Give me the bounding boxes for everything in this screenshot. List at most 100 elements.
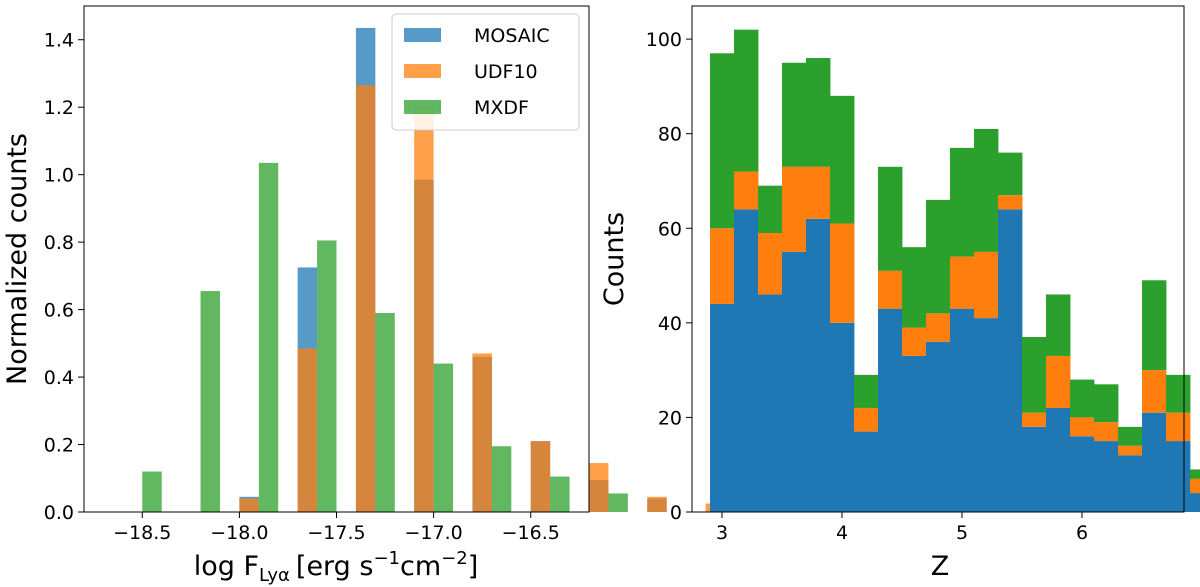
stack-mosaic-17 (1118, 455, 1143, 512)
stack-udf10-18 (1142, 370, 1167, 413)
bar-mxdf-2 (258, 162, 279, 513)
stack-udf10-6 (854, 407, 879, 432)
stack-mxdf-11 (974, 128, 999, 252)
stack-mxdf-10 (950, 147, 975, 257)
y-tick-label: 1.2 (44, 97, 74, 119)
y-tick-label: 0.6 (44, 300, 74, 322)
stack-mosaic-9 (926, 341, 951, 512)
stack-mosaic-8 (902, 355, 927, 512)
bar-udf10-2 (297, 348, 318, 512)
bar-udf10-8 (647, 496, 667, 512)
stack-mxdf-7 (878, 166, 903, 271)
x-tick-label: −18.5 (113, 522, 171, 544)
x-tick-label: −16.5 (502, 522, 560, 544)
stack-mosaic-3 (782, 251, 807, 512)
bar-udf10-3 (355, 85, 376, 513)
stack-udf10-20 (1190, 478, 1200, 494)
stack-udf10-3 (782, 166, 807, 252)
y-tick-label: 40 (658, 313, 682, 335)
right-y-ticks: 0 20 40 60 80 100 (646, 29, 692, 524)
right-stacked-histogram-panel: 3 4 5 6 0 20 40 60 80 100 Counts Z (599, 5, 1200, 582)
stack-mxdf-8 (902, 247, 927, 328)
bar-udf10-7 (589, 463, 609, 512)
legend: MOSAIC UDF10 MXDF (391, 13, 580, 131)
stack-mxdf-20 (1190, 469, 1200, 479)
stack-mxdf-14 (1046, 294, 1071, 356)
y-tick-label: 1.0 (44, 165, 74, 187)
bar-mxdf-1 (200, 291, 220, 512)
stack-mxdf-3 (782, 62, 807, 167)
right-y-axis-label: Counts (599, 212, 630, 306)
stack-mosaic-14 (1046, 407, 1071, 512)
stack-udf10-10 (950, 256, 975, 309)
bar-mxdf-5 (433, 363, 454, 512)
stack-mxdf-9 (926, 199, 951, 314)
stack-udf10-17 (1118, 445, 1143, 456)
x-tick-label: −17.5 (307, 522, 365, 544)
y-tick-label: 20 (658, 407, 682, 429)
stack-udf10-9 (926, 313, 951, 342)
stack-udf10-16 (1094, 422, 1119, 442)
right-axes-frame (691, 5, 1185, 513)
legend-label-mxdf: MXDF (474, 97, 529, 119)
stack-mosaic-1 (734, 209, 759, 512)
stack-mxdf-4 (806, 58, 831, 167)
y-tick-label: 80 (658, 124, 682, 146)
bar-udf10-4 (414, 105, 434, 512)
y-tick-label: 100 (646, 29, 682, 51)
x-tick-label: 6 (1076, 522, 1088, 544)
stack-mxdf-6 (854, 374, 879, 408)
bar-udf10-6 (530, 441, 551, 512)
y-tick-label: 0.0 (44, 502, 74, 524)
stack-udf10-4 (806, 166, 831, 219)
right-x-ticks: 3 4 5 6 (716, 512, 1088, 544)
bar-udf10-1 (239, 498, 259, 512)
bar-mxdf-7 (550, 476, 570, 512)
stack-udf10-12 (998, 195, 1023, 210)
legend-swatch-mxdf (404, 100, 441, 114)
stack-udf10-19 (1166, 412, 1191, 442)
stack-mxdf-0 (710, 53, 735, 229)
y-tick-label: 0.4 (44, 367, 74, 389)
stack-udf10-0 (710, 228, 735, 304)
stack-mosaic-18 (1142, 412, 1167, 512)
left-histogram-panel: −18.5 −18.0 −17.5 −17.0 −16.5 0.00.20.40.60.… (2, 5, 725, 586)
stack-mosaic-7 (878, 308, 903, 512)
stack-udf10-13 (1022, 412, 1047, 427)
stack-mxdf-13 (1022, 337, 1047, 413)
x-tick-label: 3 (716, 522, 728, 544)
legend-label-udf10: UDF10 (474, 61, 538, 83)
stack-mosaic-16 (1094, 441, 1119, 512)
stack-udf10-11 (974, 251, 999, 319)
y-tick-label: 1.4 (44, 30, 74, 52)
stack-mxdf-1 (734, 29, 759, 172)
stack-mosaic-10 (950, 308, 975, 512)
stack-mosaic-11 (974, 318, 999, 512)
stack-udf10-2 (758, 232, 783, 295)
left-x-ticks: −18.5 −18.0 −17.5 −17.0 −16.5 (113, 512, 560, 544)
x-tick-label: −17.0 (404, 522, 462, 544)
stack-mxdf-15 (1070, 379, 1095, 418)
stack-mosaic-13 (1022, 426, 1047, 512)
x-tick-label: 4 (836, 522, 848, 544)
left-y-axis-label: Normalized counts (2, 133, 33, 385)
left-y-ticks: 0.0 0.2 0.4 0.6 0.8 1.0 1.2 1.4 (44, 30, 84, 524)
stack-udf10-7 (878, 270, 903, 309)
stack-udf10-14 (1046, 355, 1071, 408)
bar-mxdf-8 (608, 493, 628, 512)
stack-mxdf-16 (1094, 384, 1119, 423)
left-x-axis-label: log FLyα [erg s−1cm−2] (194, 548, 479, 586)
legend-swatch-udf10 (404, 64, 441, 78)
y-tick-label: 60 (658, 218, 682, 240)
stack-mxdf-12 (998, 152, 1023, 196)
stack-mxdf-5 (830, 95, 855, 224)
y-tick-label: 0.8 (44, 232, 74, 254)
left-bars (142, 27, 725, 513)
stack-mosaic-15 (1070, 436, 1095, 512)
stack-mosaic-0 (710, 303, 735, 512)
stack-mxdf-2 (758, 185, 783, 233)
stack-mosaic-4 (806, 218, 831, 512)
x-tick-label: −18.0 (210, 522, 268, 544)
bar-mxdf-0 (142, 471, 162, 512)
